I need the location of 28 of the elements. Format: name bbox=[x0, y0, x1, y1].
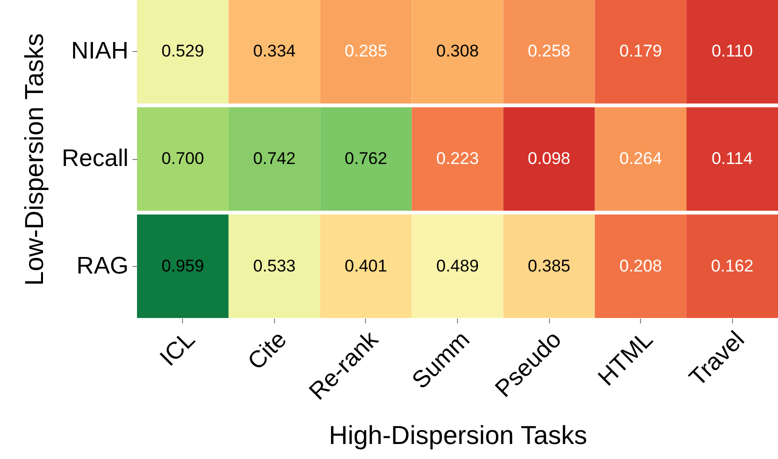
data-label: 0.762 bbox=[344, 149, 388, 168]
data-label: 0.700 bbox=[162, 149, 204, 168]
data-label: 0.385 bbox=[528, 256, 570, 276]
data-label: 0.533 bbox=[253, 256, 296, 276]
x-axis-title: High-Dispersion Tasks bbox=[328, 420, 588, 450]
data-label: 0.308 bbox=[436, 42, 479, 61]
data-label: 0.742 bbox=[253, 149, 296, 168]
data-label: 0.334 bbox=[253, 42, 296, 61]
data-label: 0.959 bbox=[162, 256, 204, 276]
data-label: 0.489 bbox=[436, 256, 479, 276]
data-label: 0.285 bbox=[344, 42, 388, 61]
data-label: 0.162 bbox=[710, 256, 754, 276]
data-label: 0.529 bbox=[162, 42, 204, 61]
y-tick-label: RAG bbox=[76, 252, 128, 280]
y-tick-label: NIAH bbox=[71, 38, 128, 65]
data-label: 0.208 bbox=[619, 256, 662, 276]
data-label: 0.223 bbox=[436, 149, 479, 168]
y-tick-label: Recall bbox=[62, 145, 128, 172]
data-label: 0.114 bbox=[712, 149, 753, 168]
data-label: 0.098 bbox=[528, 149, 570, 168]
data-label: 0.110 bbox=[712, 42, 753, 61]
x-tick-label: ICL bbox=[154, 326, 200, 372]
data-label: 0.179 bbox=[619, 42, 662, 61]
data-label: 0.264 bbox=[619, 149, 662, 168]
data-label: 0.258 bbox=[528, 42, 570, 61]
data-label: 0.401 bbox=[344, 256, 388, 276]
x-tick-label: Cite bbox=[242, 326, 292, 376]
y-axis-title: Low-Dispersion Tasks bbox=[18, 33, 49, 286]
